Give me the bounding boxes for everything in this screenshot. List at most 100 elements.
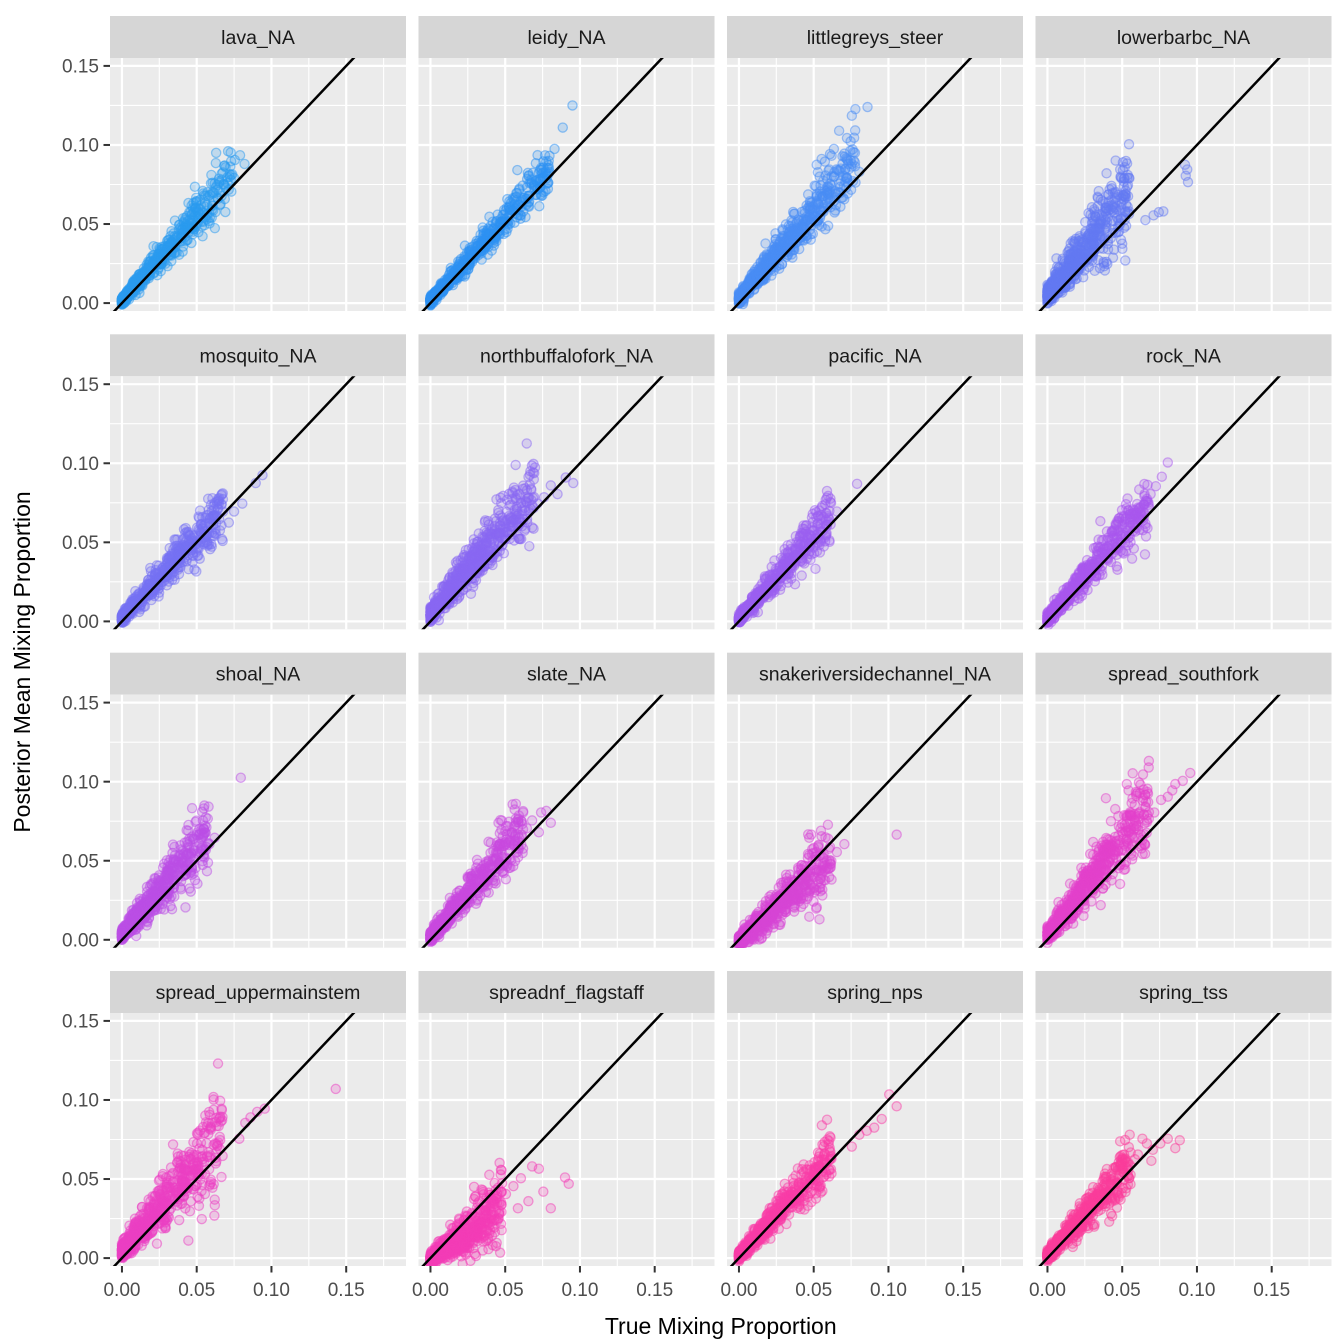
diagonal-reference-line [112,58,356,311]
data-point [557,122,569,133]
data-point [1115,171,1126,182]
data-point [1148,210,1159,221]
data-point [464,242,475,254]
data-point [862,101,873,113]
data-point [851,478,863,490]
data-point [1123,138,1135,150]
data-point [778,555,790,567]
data-point [796,570,807,581]
data-point [523,201,535,212]
data-point [549,143,560,155]
data-point [536,164,548,175]
data-point [180,527,191,539]
data-point [1093,209,1105,220]
data-point [466,554,477,565]
data-point [222,146,234,157]
data-point [1108,244,1120,255]
data-point [209,497,221,509]
strip-label: rock_NA [1146,345,1221,367]
data-point [169,534,180,545]
y-tick-label: 0.10 [62,136,99,157]
data-point [224,168,235,180]
data-point [521,438,532,449]
data-point [1094,262,1106,274]
scatter-cloud [1042,138,1194,309]
data-point [189,564,200,575]
diagonal-reference-line [729,58,973,311]
data-point [459,250,470,262]
data-point [453,562,464,574]
y-tick-label: 0.05 [62,533,99,554]
data-point [832,164,844,176]
data-point [430,601,441,613]
data-point [1056,270,1068,282]
scatter-cloud [733,478,863,628]
data-point [821,485,833,497]
y-tick-label: 0.10 [62,454,99,475]
facet-strip [727,16,1023,58]
data-point [1100,202,1111,213]
data-point [497,209,509,221]
facet-pacific_NA: pacific_NA [727,334,1023,630]
data-point [759,572,771,584]
data-point [223,517,235,528]
data-point [1110,155,1121,166]
facet-northbuffalofork_NA: northbuffalofork_NA [418,334,715,630]
diagonal-reference-line [421,58,664,311]
data-point [849,125,861,136]
facet-strip [110,334,406,377]
data-point [455,555,466,566]
data-point [151,241,163,253]
data-point [1116,238,1128,249]
data-point [190,196,202,207]
data-point [785,539,797,550]
data-point [1093,185,1104,197]
data-point [210,147,222,159]
facet-leidy_NA: leidy_NA [418,16,715,311]
data-point [567,100,578,111]
data-point [203,215,214,227]
data-point [1069,236,1080,247]
data-point [541,156,552,167]
data-point [528,474,540,485]
data-point [526,484,537,496]
data-point [1077,272,1089,283]
facet-littlegreys_steer: littlegreys_steer [727,16,1023,311]
data-point [134,272,145,283]
data-point [152,249,164,261]
data-point [807,228,819,240]
diagonal-reference-line [112,376,356,630]
data-point [170,556,182,567]
data-point [567,477,579,489]
strip-label: mosquito_NA [199,345,316,367]
data-point [814,171,825,182]
data-point [528,523,539,534]
data-point [216,488,228,500]
data-point [239,158,250,170]
data-point [188,224,200,235]
data-point [807,508,819,520]
strip-label: lowerbarbc_NA [1117,27,1250,49]
data-point [845,145,856,157]
data-point [824,164,835,175]
data-point [189,211,200,222]
y-tick-label: 0.15 [62,57,99,78]
data-point [489,513,501,524]
data-point [816,502,827,514]
data-point [789,224,800,236]
data-point [1084,228,1095,240]
data-point [524,540,535,552]
data-point [439,593,450,604]
data-point [769,555,780,566]
data-point [763,253,775,264]
data-point [1158,206,1169,217]
data-point [449,269,460,281]
data-point [533,200,545,212]
data-point [540,168,551,179]
data-point [214,525,226,536]
data-point [503,202,515,213]
data-point [1111,191,1123,203]
data-point [552,488,563,500]
